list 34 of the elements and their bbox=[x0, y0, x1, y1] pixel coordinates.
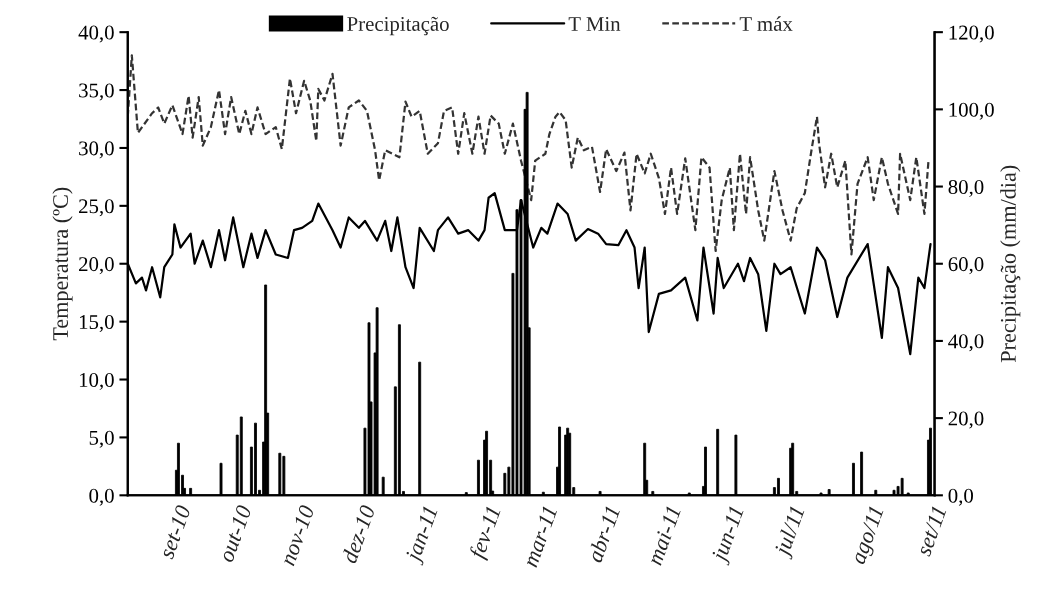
x-tick-label: mai-11 bbox=[646, 506, 681, 566]
x-tick-label: set/11 bbox=[915, 506, 947, 558]
y2-axis-title: Precipitação (mm/dia) bbox=[1000, 165, 1021, 363]
x-tick-label: ago/11 bbox=[850, 506, 888, 567]
y-tick-label: 10,0 bbox=[79, 372, 114, 390]
x-tick-label: jun-11 bbox=[710, 506, 748, 566]
x-tick-label: jul/11 bbox=[772, 505, 809, 560]
y-tick-label: 25,0 bbox=[79, 199, 114, 217]
x-tick-label: set-10 bbox=[158, 504, 192, 560]
y2-tick-label: 60,0 bbox=[948, 257, 984, 275]
legend-label: Precipitação bbox=[347, 16, 449, 36]
y-tick-label: 15,0 bbox=[79, 315, 114, 333]
y-tick-label: 30,0 bbox=[79, 141, 114, 159]
x-tick-label: mar-11 bbox=[522, 506, 558, 568]
y2-tick-label: 40,0 bbox=[948, 334, 984, 352]
y-tick-label: 0,0 bbox=[89, 488, 114, 506]
y-tick-label: 35,0 bbox=[79, 83, 114, 101]
legend-label: T Min bbox=[568, 16, 621, 31]
legend-label: T máx bbox=[739, 16, 793, 31]
y-axis-title: Temperatura (ºC) bbox=[52, 187, 73, 341]
y2-tick-label: 20,0 bbox=[948, 411, 984, 429]
x-tick-label: abr-11 bbox=[586, 505, 621, 564]
y2-tick-label: 0,0 bbox=[948, 488, 973, 506]
y-tick-label: 20,0 bbox=[79, 257, 114, 275]
y2-tick-label: 80,0 bbox=[948, 179, 984, 197]
x-tick-label: fev-11 bbox=[468, 505, 505, 562]
y2-tick-label: 120,0 bbox=[949, 25, 994, 43]
x-tick-label: out-10 bbox=[218, 504, 252, 563]
y-tick-label: 5,0 bbox=[89, 430, 114, 448]
x-tick-label: dez-10 bbox=[340, 503, 376, 565]
y-tick-label: 40,0 bbox=[78, 25, 114, 43]
x-tick-label: nov-10 bbox=[279, 504, 315, 567]
y2-tick-label: 100,0 bbox=[949, 102, 994, 120]
x-tick-label: jan-11 bbox=[404, 506, 442, 566]
